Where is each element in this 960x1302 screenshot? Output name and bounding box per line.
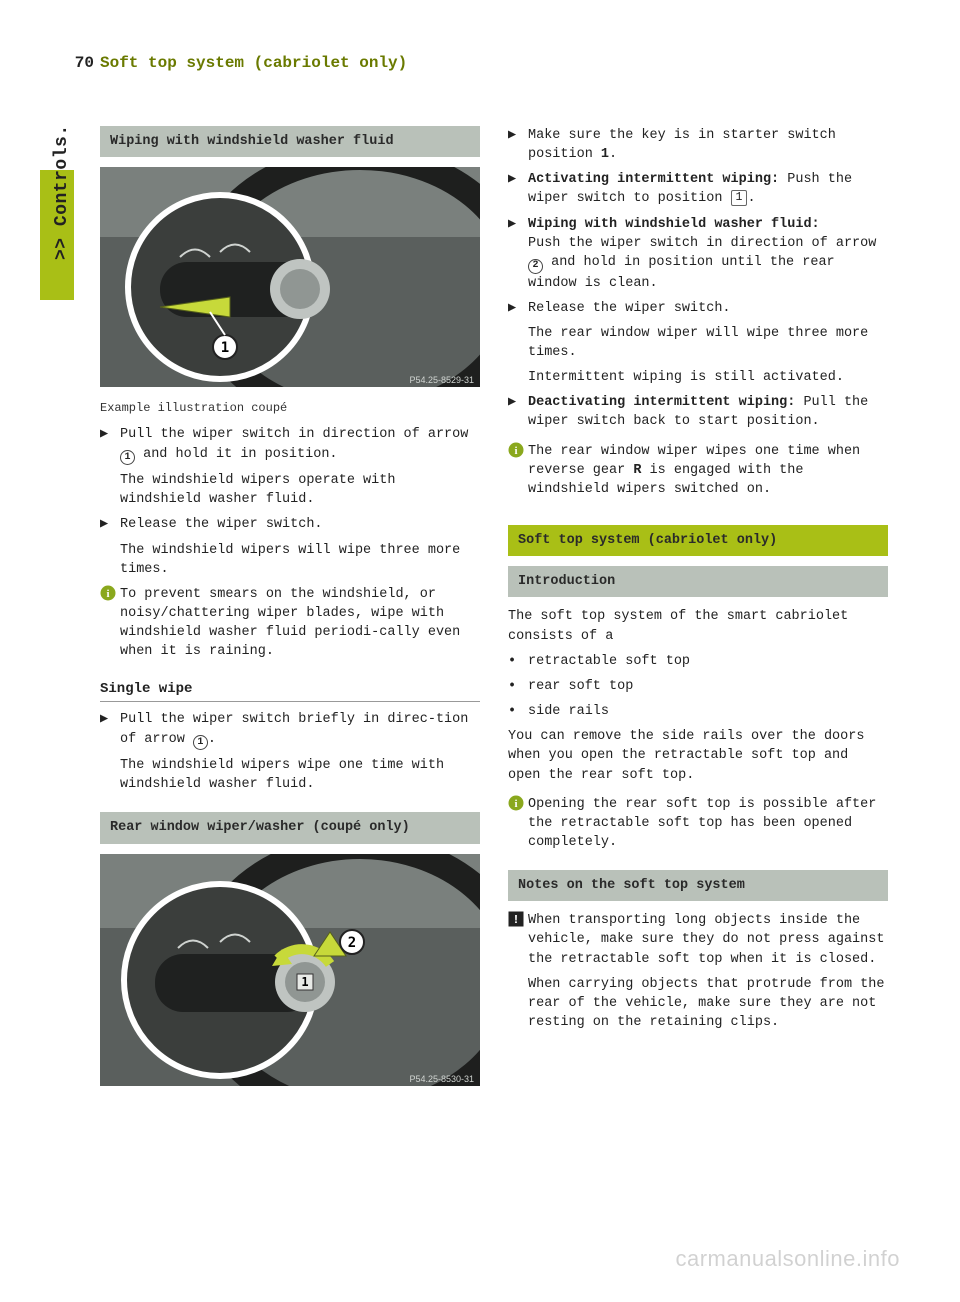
step-text: Release the wiper switch. [528,299,888,318]
figure-wiper-rear: 1 2 P54.25-8530-31 [100,854,480,1086]
figure-caption-1: Example illustration coupé [100,400,480,417]
step-arrow-icon: ▶ [100,710,120,729]
info-icon: i [508,442,528,458]
list-item: •side rails [508,702,888,721]
step: ▶ Release the wiper switch. [508,299,888,318]
page: 70 Soft top system (cabriolet only) >> C… [0,0,960,1302]
svg-text:1: 1 [301,975,308,989]
result-text: The windshield wipers operate with winds… [120,471,480,509]
caution-note: ! When transporting long objects inside … [508,911,888,968]
result-text: Intermittent wiping is still activated. [528,368,888,387]
bullet-icon: • [508,702,528,721]
step-text: Release the wiper switch. [120,515,480,534]
step: ▶ Wiping with windshield washer fluid: P… [508,215,888,293]
step-arrow-icon: ▶ [100,425,120,444]
step-text: Wiping with windshield washer fluid: Pus… [528,215,888,293]
heading-introduction: Introduction [508,566,888,597]
step: ▶ Pull the wiper switch in direction of … [100,425,480,465]
chapter-title: Soft top system (cabriolet only) [100,54,407,72]
svg-text:1: 1 [221,340,229,356]
figure-wiper-front: 1 P54.25-8529-31 [100,167,480,387]
step-arrow-icon: ▶ [508,126,528,145]
heading-soft-top: Soft top system (cabriolet only) [508,525,888,556]
key-1-icon: 1 [731,190,748,206]
svg-text:2: 2 [348,935,356,951]
result-text: The windshield wipers wipe one time with… [120,756,480,794]
info-icon: i [508,795,528,811]
info-note: i The rear window wiper wipes one time w… [508,442,888,499]
note-text: The rear window wiper wipes one time whe… [528,442,888,499]
info-note: i Opening the rear soft top is possible … [508,795,888,852]
step-text: Deactivating intermittent wiping: Pull t… [528,393,888,431]
note-text: To prevent smears on the windshield, or … [120,585,480,662]
subheading-single-wipe: Single wipe [100,680,480,703]
right-column: ▶ Make sure the key is in starter switch… [508,120,888,1099]
step: ▶ Deactivating intermittent wiping: Pull… [508,393,888,431]
info-note: i To prevent smears on the windshield, o… [100,585,480,662]
step-arrow-icon: ▶ [508,170,528,189]
side-label: >> Controls. [52,124,72,260]
list-item: •rear soft top [508,677,888,696]
paragraph: The soft top system of the smart cabriol… [508,607,888,645]
svg-text:i: i [514,798,517,810]
svg-text:!: ! [512,913,519,927]
step-arrow-icon: ▶ [508,215,528,234]
result-text: The rear window wiper will wipe three mo… [528,324,888,362]
callout-2-icon: 2 [528,259,543,274]
paragraph: You can remove the side rails over the d… [508,727,888,784]
note-text: Opening the rear soft top is possible af… [528,795,888,852]
figure-id-2: P54.25-8530-31 [409,1074,474,1084]
caution-text: When transporting long objects inside th… [528,911,888,968]
step-text: Pull the wiper switch in direction of ar… [120,425,480,465]
heading-notes-soft-top: Notes on the soft top system [508,870,888,901]
callout-1-icon: 1 [193,735,208,750]
step-text: Activating intermittent wiping: Push the… [528,170,888,208]
callout-1-icon: 1 [120,450,135,465]
svg-text:i: i [514,445,517,457]
bullet-icon: • [508,677,528,696]
step-text: Make sure the key is in starter switch p… [528,126,888,164]
info-icon: i [100,585,120,601]
heading-wiping-fluid: Wiping with windshield washer fluid [100,126,480,157]
columns: Wiping with windshield washer fluid 1 [100,120,900,1099]
figure-id-1: P54.25-8529-31 [409,375,474,385]
caution-text-cont: When carrying objects that protrude from… [528,975,888,1032]
caution-icon: ! [508,911,528,927]
result-text: The windshield wipers will wipe three mo… [120,541,480,579]
step-arrow-icon: ▶ [508,393,528,412]
step: ▶ Pull the wiper switch briefly in direc… [100,710,480,750]
page-number: 70 [66,54,94,72]
step: ▶ Make sure the key is in starter switch… [508,126,888,164]
watermark: carmanualsonline.info [675,1246,900,1272]
step-text: Pull the wiper switch briefly in direc-t… [120,710,480,750]
step: ▶ Activating intermittent wiping: Push t… [508,170,888,208]
bullet-icon: • [508,652,528,671]
heading-rear-wiper: Rear window wiper/washer (coupé only) [100,812,480,843]
step: ▶ Release the wiper switch. [100,515,480,534]
svg-text:i: i [106,588,109,600]
step-arrow-icon: ▶ [100,515,120,534]
step-arrow-icon: ▶ [508,299,528,318]
list-item: •retractable soft top [508,652,888,671]
left-column: Wiping with windshield washer fluid 1 [100,120,480,1099]
